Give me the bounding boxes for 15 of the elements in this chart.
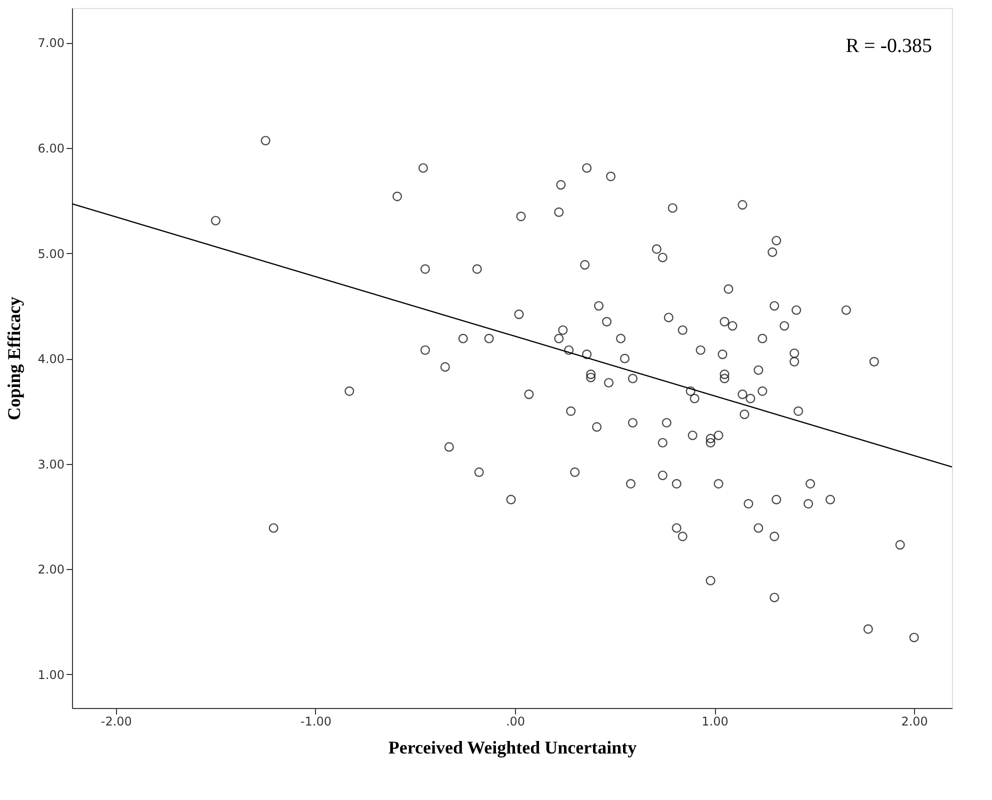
y-tick-label: 4.00 [38,352,64,366]
x-tick-label: 1.00 [702,714,728,728]
y-tick-label: 2.00 [38,562,64,577]
y-axis-title: Coping Efficacy [4,296,24,420]
x-axis-title: Perceived Weighted Uncertainty [388,738,637,758]
annotation: R = -0.385 [846,35,932,57]
y-tick-label: 5.00 [38,246,64,261]
y-tick-label: 7.00 [38,36,64,50]
y-tick-label: 1.00 [38,668,64,682]
x-tick-label: -1.00 [300,714,332,728]
x-tick-label: 2.00 [901,714,928,728]
y-tick-label: 3.00 [38,457,64,472]
x-tick-label: -2.00 [100,714,132,728]
x-tick-label: .00 [506,714,526,728]
y-tick-label: 6.00 [38,142,64,156]
